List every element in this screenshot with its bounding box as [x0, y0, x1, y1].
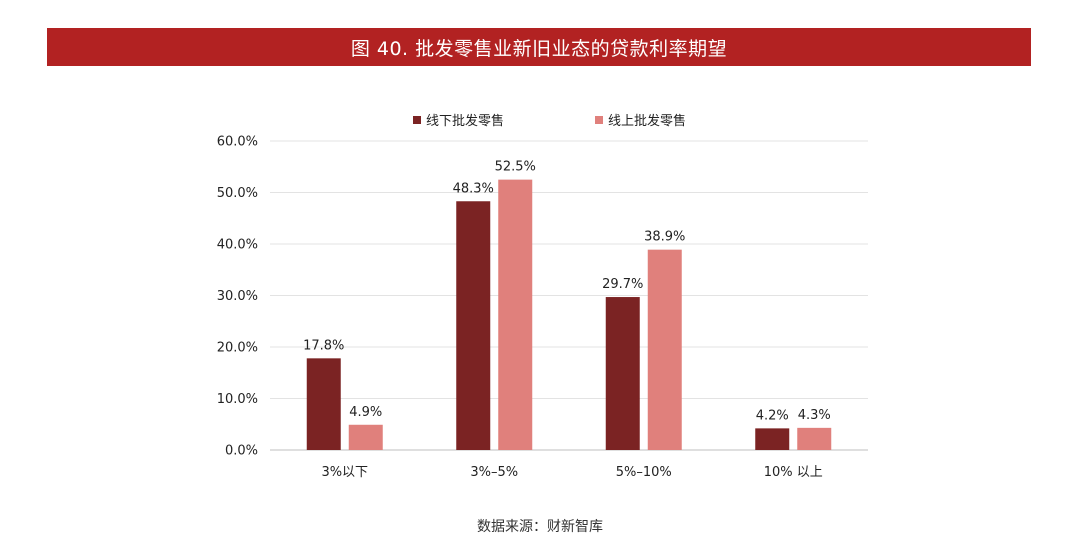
- bar-offline: [755, 428, 790, 450]
- bar-chart: 0.0% 10.0% 20.0% 30.0% 40.0% 50.0% 60.0% 17.8% 4…: [217, 135, 868, 480]
- data-label: 52.5%: [495, 160, 536, 175]
- x-tick-label: 10% 以上: [764, 465, 823, 480]
- bar-offline: [456, 201, 491, 450]
- data-label: 17.8%: [303, 338, 344, 353]
- y-tick-label: 60.0%: [217, 135, 258, 150]
- bar-online: [647, 249, 682, 450]
- data-label: 38.9%: [644, 230, 685, 245]
- data-label: 4.2%: [756, 408, 789, 423]
- y-tick-label: 10.0%: [217, 392, 258, 407]
- source-note: 数据来源：财新智库: [477, 519, 603, 535]
- x-tick-label: 3%以下: [321, 465, 368, 480]
- y-tick-label: 20.0%: [217, 341, 258, 356]
- bar-offline: [306, 358, 341, 450]
- data-label: 4.3%: [798, 408, 831, 423]
- chart-title: 图 40. 批发零售业新旧业态的贷款利率期望: [350, 37, 728, 60]
- legend-item-offline: 线下批发零售: [413, 110, 504, 129]
- y-tick-label: 50.0%: [217, 186, 258, 201]
- legend-item-online: 线上批发零售: [595, 110, 686, 129]
- y-tick-label: 40.0%: [217, 238, 258, 253]
- title-bar: 图 40. 批发零售业新旧业态的贷款利率期望: [47, 28, 1031, 66]
- legend-label-offline: 线下批发零售: [426, 114, 505, 129]
- data-label: 48.3%: [453, 181, 494, 196]
- legend: 线下批发零售 线上批发零售: [0, 110, 1080, 130]
- y-tick-label: 0.0%: [225, 444, 258, 459]
- x-tick-label: 5%–10%: [616, 465, 672, 480]
- legend-swatch-online: [595, 115, 603, 124]
- data-label: 4.9%: [349, 405, 382, 420]
- legend-swatch-offline: [413, 115, 421, 124]
- bar-online: [348, 424, 383, 450]
- legend-label-online: 线上批发零售: [608, 114, 687, 129]
- y-tick-label: 30.0%: [217, 289, 258, 304]
- bar-online: [797, 427, 832, 450]
- data-label: 29.7%: [602, 277, 643, 292]
- bar-online: [498, 179, 533, 450]
- bar-offline: [605, 297, 640, 450]
- x-tick-label: 3%–5%: [470, 465, 518, 480]
